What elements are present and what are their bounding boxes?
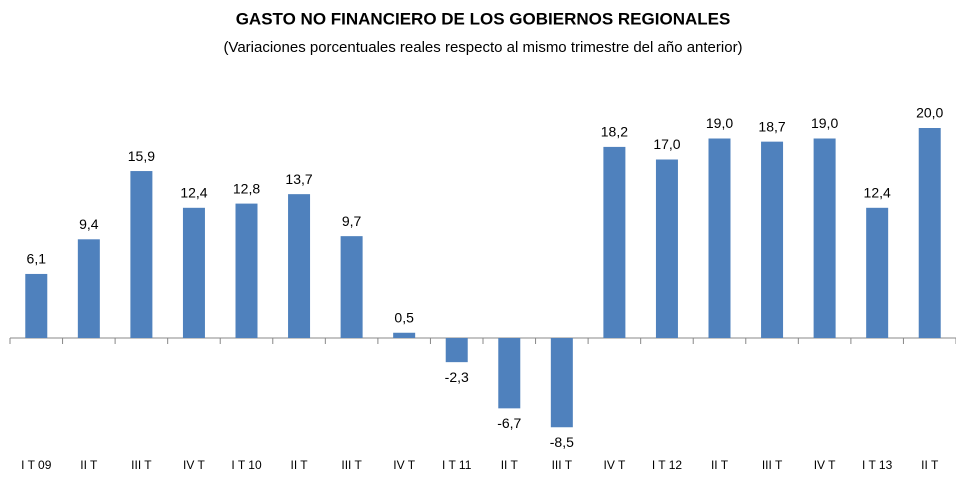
- x-tick-label: III T: [762, 458, 783, 472]
- value-label: 6,1: [27, 251, 47, 267]
- x-tick-label: II T: [501, 458, 519, 472]
- x-tick-label: III T: [341, 458, 362, 472]
- x-tick-label: II T: [290, 458, 308, 472]
- value-label: 12,4: [864, 185, 891, 201]
- chart-title: GASTO NO FINANCIERO DE LOS GOBIERNOS REG…: [236, 9, 731, 28]
- bar: [603, 146, 626, 338]
- bar: [393, 332, 416, 338]
- x-tick-label: I T 12: [652, 458, 683, 472]
- x-tick-label: I T 10: [231, 458, 262, 472]
- bar: [130, 171, 153, 338]
- value-label: 12,4: [180, 185, 207, 201]
- value-label: 9,7: [342, 213, 362, 229]
- bar: [918, 128, 941, 338]
- value-label: 13,7: [285, 171, 312, 187]
- value-label: 15,9: [128, 148, 155, 164]
- bar: [288, 194, 311, 338]
- bar: [235, 203, 258, 338]
- value-label: 0,5: [394, 309, 414, 325]
- value-label: 18,7: [758, 118, 785, 134]
- bar: [25, 273, 48, 338]
- bar: [340, 236, 363, 338]
- bar: [550, 338, 573, 428]
- value-label: 20,0: [916, 105, 943, 121]
- bar: [445, 338, 468, 363]
- bar: [708, 138, 731, 338]
- chart-subtitle: (Variaciones porcentuales reales respect…: [223, 39, 742, 56]
- value-label: 19,0: [811, 115, 838, 131]
- value-label: 9,4: [79, 216, 99, 232]
- bar: [182, 207, 205, 338]
- value-label: -2,3: [445, 369, 469, 385]
- value-label: -8,5: [550, 434, 574, 450]
- x-tick-label: I T 09: [21, 458, 52, 472]
- bar: [498, 338, 521, 409]
- value-label: -6,7: [497, 415, 521, 431]
- x-tick-label: II T: [711, 458, 729, 472]
- x-tick-label: I T 13: [862, 458, 893, 472]
- x-tick-label: IV T: [393, 458, 415, 472]
- x-tick-label: III T: [552, 458, 573, 472]
- bar: [655, 159, 678, 338]
- bar: [77, 239, 100, 338]
- value-label: 12,8: [233, 180, 260, 196]
- value-label: 17,0: [653, 136, 680, 152]
- x-tick-label: III T: [131, 458, 152, 472]
- x-tick-label: II T: [921, 458, 939, 472]
- value-label: 18,2: [601, 124, 628, 140]
- bar: [813, 138, 836, 338]
- bar: [866, 207, 889, 338]
- x-tick-label: II T: [80, 458, 98, 472]
- value-label: 19,0: [706, 115, 733, 131]
- x-tick-label: I T 11: [442, 458, 472, 472]
- x-tick-label: IV T: [603, 458, 625, 472]
- x-tick-label: IV T: [814, 458, 836, 472]
- x-tick-label: IV T: [183, 458, 205, 472]
- bar: [761, 141, 784, 338]
